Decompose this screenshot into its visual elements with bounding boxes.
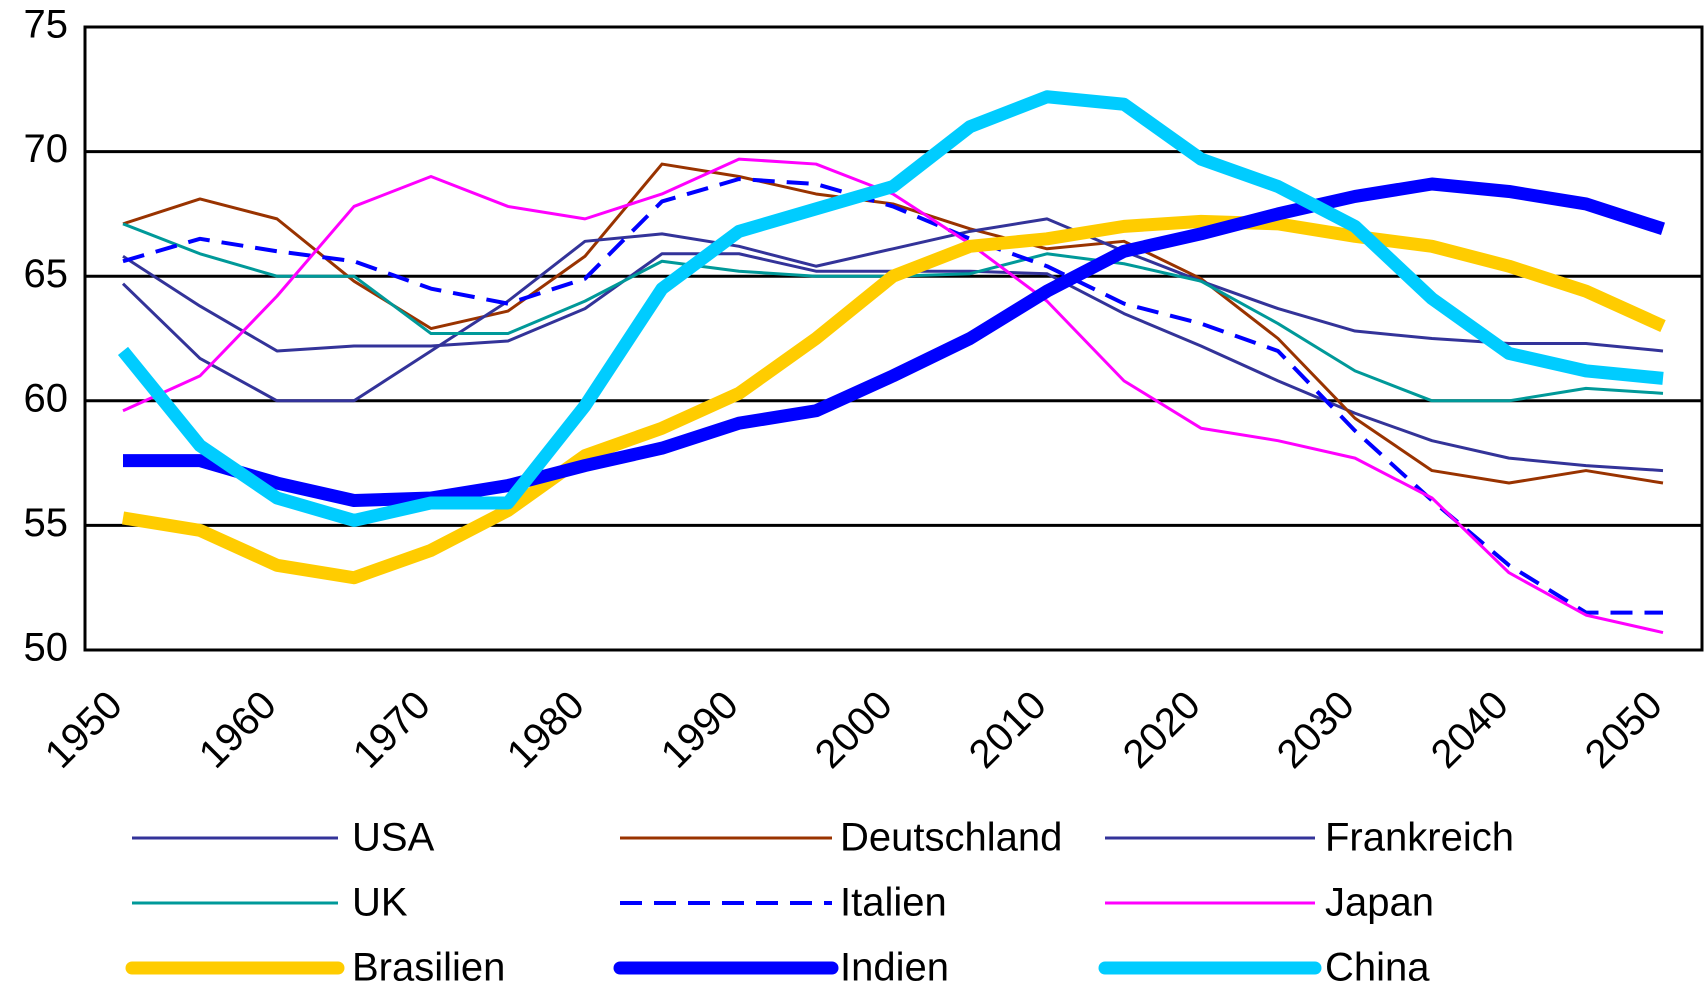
legend-label: Deutschland	[840, 816, 1062, 860]
y-tick-label: 75	[24, 3, 69, 47]
y-tick-label: 65	[24, 252, 69, 296]
legend-label: USA	[352, 816, 435, 860]
series-line	[122, 177, 1663, 615]
plot-frame	[83, 25, 1704, 652]
x-tick-label: 2050	[1577, 683, 1671, 777]
legend-label: Italien	[840, 881, 947, 925]
x-tick-label: 1980	[499, 683, 593, 777]
x-tick-label: 2020	[1115, 683, 1209, 777]
legend-label: UK	[352, 881, 408, 925]
x-tick-label: 2010	[961, 683, 1055, 777]
x-tick-label: 2040	[1423, 683, 1517, 777]
grid	[85, 25, 1702, 652]
x-tick-label: 2000	[807, 683, 901, 777]
series-line	[121, 217, 1664, 403]
x-tick-label: 1990	[653, 683, 747, 777]
y-tick-label: 60	[24, 376, 69, 420]
legend-label: Brasilien	[352, 946, 505, 989]
x-tick-label: 1960	[191, 683, 285, 777]
series-line	[122, 162, 1664, 485]
legend-label: Japan	[1325, 881, 1434, 925]
series-line	[117, 90, 1664, 527]
y-tick-label: 70	[24, 127, 69, 171]
y-tick-label: 50	[24, 626, 69, 670]
series-line	[121, 214, 1666, 585]
series-line	[122, 157, 1664, 635]
y-tick-label: 55	[24, 501, 69, 545]
legend: USA Deutschland Frankreich UK Italien Japan Br…	[125, 816, 1514, 989]
x-tick-label: 1970	[345, 683, 439, 777]
x-tick-label: 2030	[1269, 683, 1363, 777]
legend-label: Indien	[840, 946, 949, 989]
x-tick-label: 1950	[37, 683, 131, 777]
legend-label: Frankreich	[1325, 816, 1514, 860]
legend-label: China	[1325, 946, 1430, 989]
lines	[117, 90, 1666, 635]
series-line	[122, 252, 1664, 473]
series-line	[123, 177, 1666, 507]
